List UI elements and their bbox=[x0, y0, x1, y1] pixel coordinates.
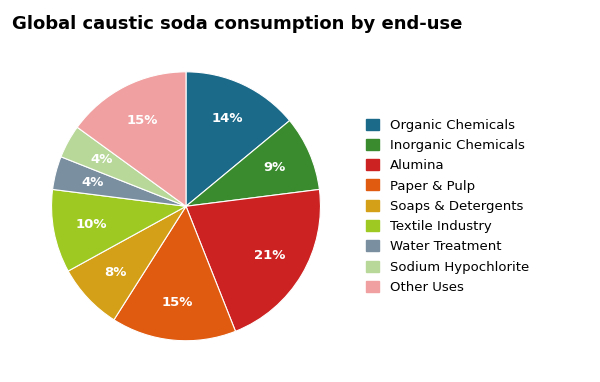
Wedge shape bbox=[186, 72, 290, 206]
Text: 4%: 4% bbox=[81, 176, 103, 189]
Text: Global caustic soda consumption by end-use: Global caustic soda consumption by end-u… bbox=[12, 15, 463, 33]
Text: 9%: 9% bbox=[264, 161, 286, 174]
Wedge shape bbox=[114, 206, 235, 341]
Wedge shape bbox=[77, 72, 186, 206]
Wedge shape bbox=[61, 127, 186, 206]
Legend: Organic Chemicals, Inorganic Chemicals, Alumina, Paper & Pulp, Soaps & Detergent: Organic Chemicals, Inorganic Chemicals, … bbox=[361, 113, 534, 299]
Text: 15%: 15% bbox=[127, 113, 158, 126]
Wedge shape bbox=[53, 157, 186, 206]
Text: 10%: 10% bbox=[75, 218, 107, 231]
Wedge shape bbox=[68, 206, 186, 320]
Wedge shape bbox=[52, 189, 186, 271]
Text: 14%: 14% bbox=[211, 112, 243, 125]
Text: 8%: 8% bbox=[104, 266, 127, 279]
Text: 15%: 15% bbox=[161, 296, 193, 309]
Wedge shape bbox=[186, 189, 320, 331]
Wedge shape bbox=[186, 121, 319, 206]
Text: 21%: 21% bbox=[254, 249, 285, 262]
Text: 4%: 4% bbox=[90, 153, 112, 166]
